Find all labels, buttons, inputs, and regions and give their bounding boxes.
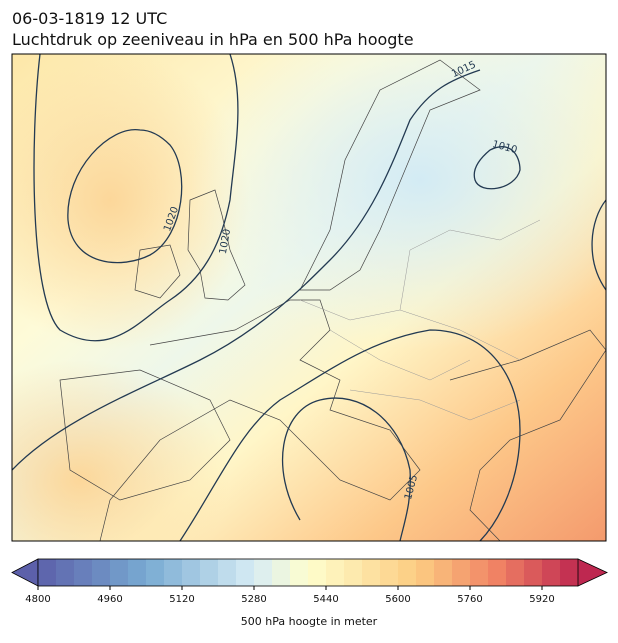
contour-label: 1020 [218, 228, 233, 255]
colorbar-bin [272, 559, 291, 586]
colorbar-bin [506, 559, 525, 586]
date: 06-03-1819 12 UTC [12, 9, 167, 28]
colorbar-tick-label: 5760 [457, 594, 482, 605]
colorbar-bin [452, 559, 471, 586]
colorbar-bin [254, 559, 273, 586]
colorbar-bin [38, 559, 57, 586]
colorbar-bin [344, 559, 363, 586]
colorbar-label: 500 hPa hoogte in meter [241, 615, 378, 628]
colorbar-bin [542, 559, 561, 586]
colorbar-bin [488, 559, 507, 586]
colorbar-bin [236, 559, 255, 586]
colorbar-extend [577, 558, 608, 587]
colorbar-bin [326, 559, 345, 586]
colorbar-bin [380, 559, 399, 586]
colorbar-bin [416, 559, 435, 586]
colorbar-bin [56, 559, 75, 586]
colorbar-bin [164, 559, 183, 586]
colorbar-bin [470, 559, 489, 586]
colorbar-bin [290, 559, 309, 586]
colorbar: 4800 4960 5120 5280 5440 5600 5760 5920 [11, 558, 608, 605]
colorbar-bin [524, 559, 543, 586]
colorbar-bin [200, 559, 219, 586]
title: Luchtdruk op zeeniveau in hPa en 500 hPa… [12, 30, 414, 49]
colorbar-bin [128, 559, 147, 586]
colorbar-bin [362, 559, 381, 586]
colorbar-bin [146, 559, 165, 586]
colorbar-tick-label: 4800 [25, 594, 50, 605]
map [12, 54, 606, 541]
colorbar-bin [74, 559, 93, 586]
colorbar-tick-label: 5440 [313, 594, 338, 605]
colorbar-bin [560, 559, 579, 586]
colorbar-bin [182, 559, 201, 586]
colorbar-tick-label: 5600 [385, 594, 410, 605]
map-frame [11, 53, 607, 542]
colorbar-tick-label: 5280 [241, 594, 266, 605]
colorbar-bin [92, 559, 111, 586]
colorbar-extend [11, 558, 39, 587]
colorbar-bin [398, 559, 417, 586]
colorbar-bin [110, 559, 129, 586]
colorbar-tick-label: 4960 [97, 594, 122, 605]
colorbar-bin [434, 559, 453, 586]
colorbar-tick-label: 5120 [169, 594, 194, 605]
colorbar-tick-label: 5920 [529, 594, 554, 605]
colorbar-bin [308, 559, 327, 586]
colorbar-bin [218, 559, 237, 586]
colorbar-frame [37, 558, 579, 587]
